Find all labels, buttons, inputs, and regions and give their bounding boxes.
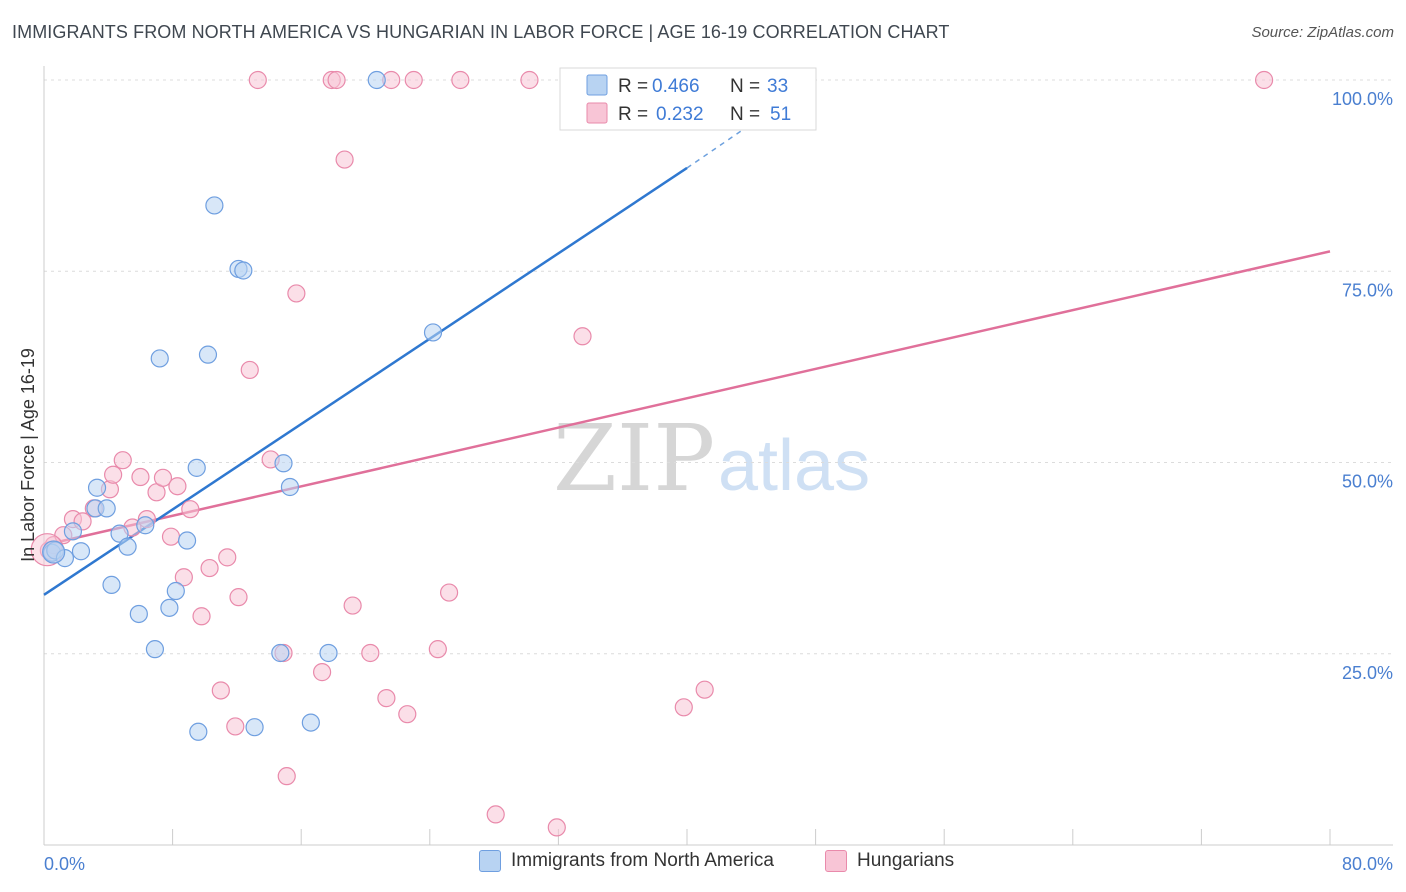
stats-pink-r-label: R = (618, 104, 648, 125)
point-hungarians (486, 805, 505, 824)
point-hungarians (404, 70, 423, 90)
watermark-zip: ZIP (553, 405, 715, 512)
stats-legend-swatch-pink (586, 102, 608, 124)
legend-swatch-pink (825, 850, 847, 872)
point-hungarians (327, 70, 346, 90)
point-immigrants (166, 581, 185, 601)
point-hungarians (398, 705, 417, 724)
point-hungarians (104, 465, 123, 484)
point-immigrants (205, 196, 224, 215)
y-tick-label: 75.0% (1342, 280, 1393, 300)
y-tick-label: 100.0% (1332, 89, 1393, 109)
y-tick-label: 25.0% (1342, 663, 1393, 683)
point-immigrants (301, 713, 320, 732)
y-tick-label: 50.0% (1342, 472, 1393, 492)
y-tick-labels: 25.0% 50.0% 75.0% 100.0% (1332, 89, 1393, 683)
stats-blue-n-value: 33 (767, 76, 788, 97)
point-immigrants (245, 718, 264, 737)
point-immigrants (367, 70, 386, 90)
point-hungarians (113, 451, 132, 470)
point-hungarians (343, 596, 362, 615)
point-immigrants (97, 499, 116, 518)
trend-lines (43, 79, 1331, 596)
point-hungarians (229, 588, 248, 607)
point-hungarians (573, 327, 592, 346)
point-hungarians (674, 698, 693, 717)
legend-item-hungarians: Hungarians (825, 850, 954, 872)
point-immigrants (118, 537, 137, 556)
points-immigrants-north-america (42, 70, 586, 741)
point-hungarians (428, 640, 447, 659)
point-immigrants (136, 516, 155, 535)
point-immigrants (274, 454, 293, 473)
point-hungarians (248, 70, 267, 90)
point-immigrants (160, 598, 179, 617)
stats-legend: R = 0.466 N = 33 R = 0.232 N = 51 (559, 67, 817, 131)
point-immigrants (110, 524, 129, 543)
point-immigrants (187, 458, 206, 477)
trend-line-hungarians (43, 250, 1331, 547)
point-hungarians (361, 643, 380, 663)
point-hungarians (695, 680, 714, 699)
point-hungarians (277, 767, 296, 786)
point-hungarians (377, 689, 396, 708)
point-hungarians (181, 500, 200, 519)
point-hungarians (168, 477, 187, 496)
point-hungarians (547, 818, 566, 837)
point-hungarians (520, 70, 539, 90)
point-hungarians (174, 568, 193, 587)
point-hungarians (312, 663, 332, 682)
point-immigrants (198, 345, 218, 364)
point-hungarians (218, 548, 237, 567)
point-immigrants (87, 478, 107, 497)
point-immigrants (129, 604, 148, 624)
y-axis-label: In Labor Force | Age 16-19 (18, 348, 38, 562)
stats-blue-n-label: N = (730, 76, 760, 97)
point-immigrants (189, 722, 208, 741)
point-immigrants-cluster (42, 540, 66, 564)
stats-legend-swatch-blue (586, 74, 608, 96)
legend-swatch-blue (479, 850, 501, 872)
point-hungarians (161, 527, 181, 546)
source-label: Source: ZipAtlas.com (1251, 24, 1394, 41)
legend-label-immigrants: Immigrants from North America (511, 850, 774, 871)
point-immigrants (234, 261, 253, 280)
point-hungarians (192, 607, 211, 626)
point-hungarians (200, 558, 219, 578)
stats-pink-r-value: 0.232 (656, 104, 704, 125)
point-immigrants (63, 522, 83, 541)
point-hungarians (451, 70, 470, 90)
point-immigrants (102, 575, 121, 595)
point-immigrants (319, 643, 338, 663)
point-immigrants (271, 643, 290, 663)
point-hungarians (240, 360, 259, 380)
legend-label-hungarians: Hungarians (857, 850, 955, 871)
x-tick-label-min: 0.0% (44, 854, 85, 874)
stats-blue-r-label: R = (618, 76, 648, 97)
legend-item-immigrants: Immigrants from North America (479, 850, 774, 872)
stats-pink-n-value: 51 (770, 104, 791, 125)
point-hungarians (335, 150, 354, 169)
point-hungarians (1254, 70, 1274, 90)
point-hungarians (287, 284, 306, 303)
point-immigrants (280, 477, 300, 497)
point-immigrants (423, 323, 443, 342)
point-hungarians (439, 583, 459, 602)
chart-title: IMMIGRANTS FROM NORTH AMERICA VS HUNGARI… (12, 22, 950, 42)
point-immigrants (177, 531, 197, 550)
bottom-legend: Immigrants from North America Hungarians (0, 850, 1406, 880)
point-hungarians (211, 681, 230, 700)
point-hungarians (153, 468, 173, 487)
stats-pink-n-label: N = (730, 104, 760, 125)
stats-blue-r-value: 0.466 (652, 76, 700, 97)
point-immigrants (145, 640, 165, 659)
point-immigrants (150, 349, 169, 368)
point-immigrants (71, 542, 91, 561)
x-tick-label-max: 80.0% (1342, 854, 1393, 874)
point-hungarians (226, 717, 245, 736)
watermark-atlas: atlas (718, 426, 870, 506)
axes (43, 66, 1393, 846)
point-hungarians (131, 467, 150, 487)
